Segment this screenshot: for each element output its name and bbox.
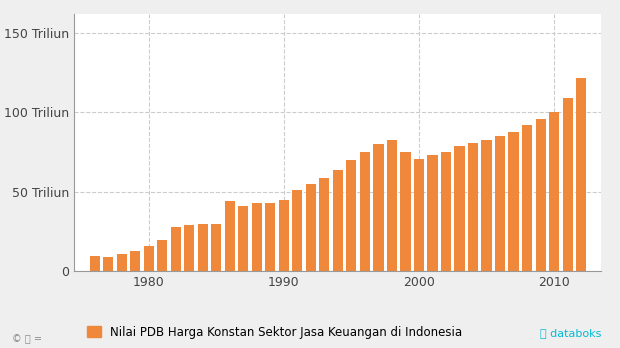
Bar [117,254,126,271]
Legend: Nilai PDB Harga Konstan Sektor Jasa Keuangan di Indonesia: Nilai PDB Harga Konstan Sektor Jasa Keua… [87,326,463,339]
Bar [373,144,384,271]
Bar [265,203,275,271]
Bar [536,119,546,271]
Bar [238,206,249,271]
Bar [414,159,424,271]
Bar [441,152,451,271]
Bar [401,152,410,271]
Bar [427,156,438,271]
Bar [468,143,478,271]
Bar [211,224,221,271]
Bar [224,201,235,271]
Bar [170,227,181,271]
Bar [549,112,559,271]
Bar [184,226,194,271]
Bar [508,132,519,271]
Bar [522,125,532,271]
Text: © ⓘ =: © ⓘ = [12,334,42,345]
Bar [333,170,343,271]
Text: ⫿ databoks: ⫿ databoks [540,327,601,338]
Bar [103,257,113,271]
Bar [144,246,154,271]
Bar [454,146,464,271]
Bar [279,200,289,271]
Bar [387,140,397,271]
Bar [157,240,167,271]
Bar [562,98,573,271]
Bar [306,184,316,271]
Bar [292,190,303,271]
Bar [90,255,100,271]
Bar [495,136,505,271]
Bar [482,140,492,271]
Bar [198,224,208,271]
Bar [360,152,370,271]
Bar [347,160,356,271]
Bar [252,203,262,271]
Bar [319,177,329,271]
Bar [130,251,140,271]
Bar [576,78,586,271]
